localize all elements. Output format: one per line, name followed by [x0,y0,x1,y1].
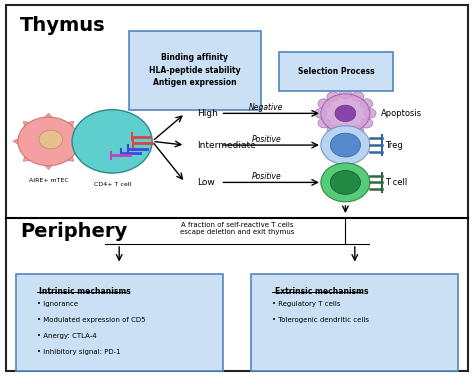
Polygon shape [23,121,48,141]
Text: Extrinsic mechanisms: Extrinsic mechanisms [275,287,368,296]
Circle shape [364,109,376,118]
Circle shape [39,130,63,149]
Polygon shape [48,121,73,141]
Text: • Anergy: CTLA-4: • Anergy: CTLA-4 [36,333,96,339]
Text: High: High [197,109,218,118]
Text: Intermediate: Intermediate [197,141,255,150]
FancyBboxPatch shape [16,274,223,371]
Text: • Modulated expression of CD5: • Modulated expression of CD5 [36,317,145,323]
Polygon shape [48,137,84,146]
Circle shape [352,92,364,102]
Text: Apoptosis: Apoptosis [381,109,422,118]
Circle shape [318,118,330,128]
Circle shape [335,105,356,121]
FancyBboxPatch shape [251,274,458,371]
Polygon shape [48,141,73,161]
Text: Periphery: Periphery [20,221,128,241]
Circle shape [72,110,152,173]
Text: T cell: T cell [385,178,408,187]
Text: CD4+ T cell: CD4+ T cell [93,182,131,187]
Circle shape [18,117,79,165]
Text: • Tolerogenic dendritic cells: • Tolerogenic dendritic cells [273,317,369,323]
Polygon shape [13,137,48,146]
Circle shape [321,126,370,164]
Text: Positive: Positive [252,135,282,144]
Circle shape [315,109,327,118]
Text: Thymus: Thymus [20,16,106,35]
Circle shape [327,92,339,102]
Text: Selection Process: Selection Process [298,67,374,76]
Text: • Ignorance: • Ignorance [36,301,78,307]
Text: Treg: Treg [385,141,403,150]
Text: Intrinsic mechanisms: Intrinsic mechanisms [39,287,131,296]
Text: Binding affinity
HLA-peptide stability
Antigen expression: Binding affinity HLA-peptide stability A… [149,53,240,88]
Circle shape [360,118,373,128]
Circle shape [339,89,352,99]
Text: Negative: Negative [249,103,283,112]
Circle shape [352,125,364,135]
Circle shape [330,133,360,157]
Polygon shape [43,113,54,141]
FancyBboxPatch shape [128,31,261,110]
FancyBboxPatch shape [6,5,468,371]
Text: • Inhibitory signal: PD-1: • Inhibitory signal: PD-1 [36,349,120,355]
Polygon shape [43,141,54,170]
Circle shape [360,99,373,109]
Circle shape [318,99,330,109]
Circle shape [321,94,370,133]
Text: Low: Low [197,178,215,187]
Circle shape [330,170,360,194]
FancyBboxPatch shape [279,52,392,91]
Circle shape [327,125,339,135]
Polygon shape [23,141,48,161]
Circle shape [339,128,352,138]
Text: A fraction of self-reactive T cells
escape deletion and exit thymus: A fraction of self-reactive T cells esca… [180,222,294,235]
Text: • Regulatory T cells: • Regulatory T cells [273,301,341,307]
Circle shape [321,163,370,202]
Text: Positive: Positive [252,172,282,181]
Text: AIRE+ mTEC: AIRE+ mTEC [28,178,68,183]
